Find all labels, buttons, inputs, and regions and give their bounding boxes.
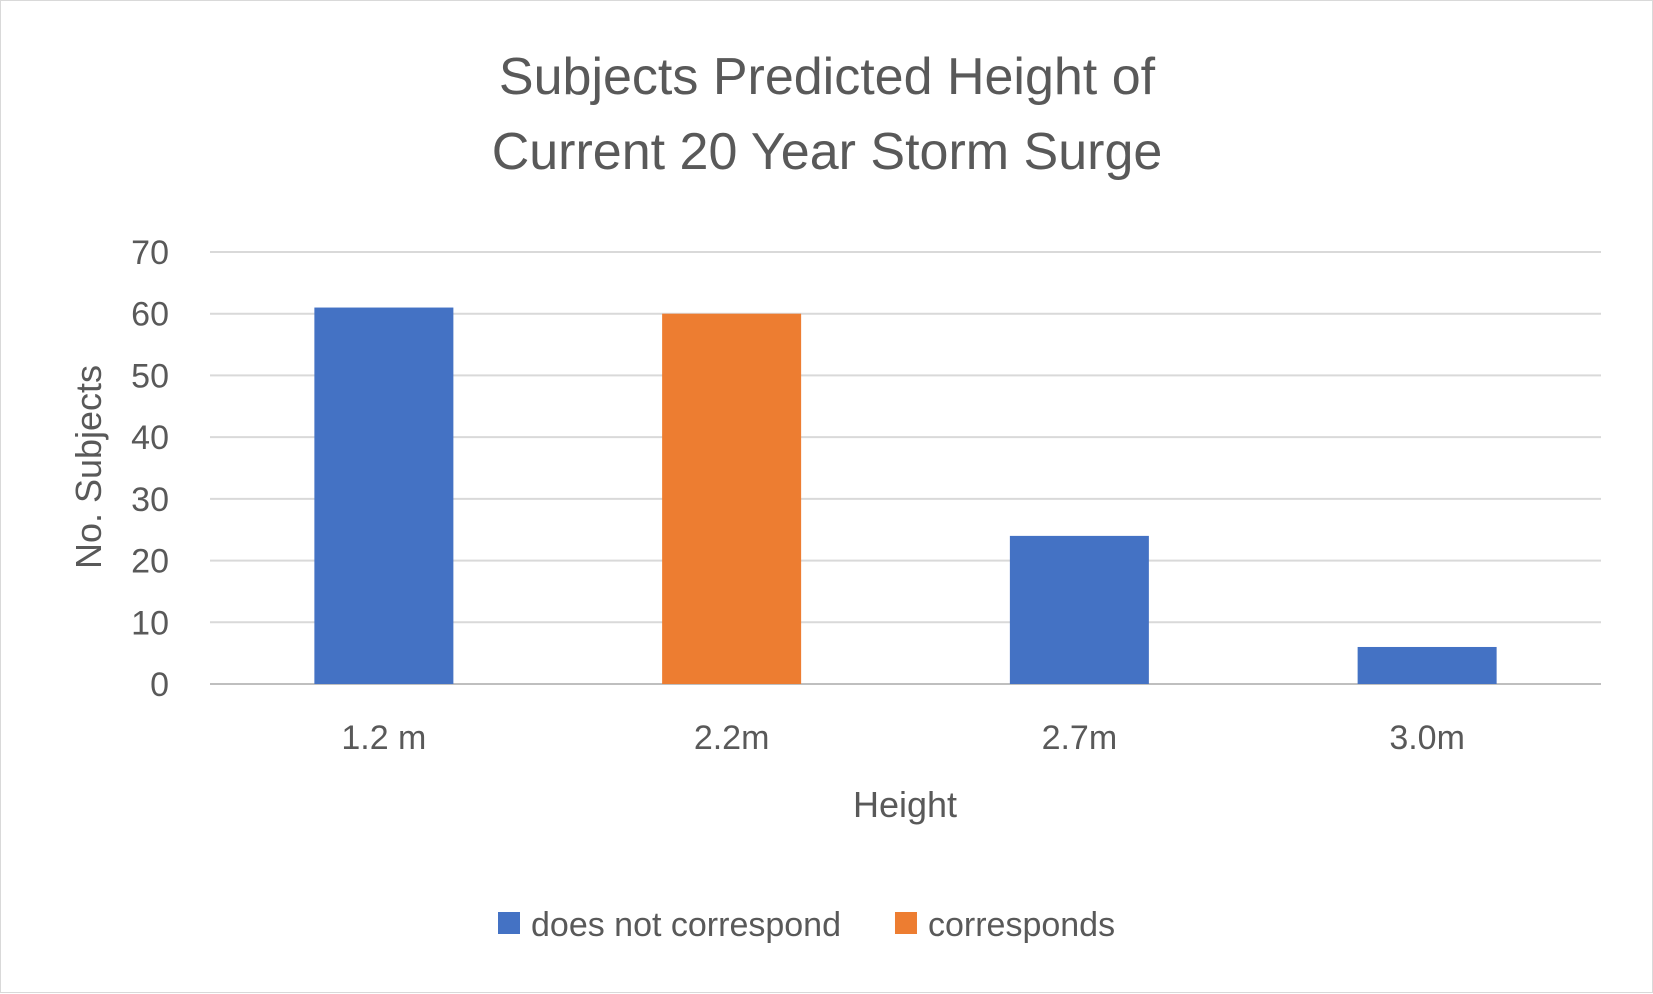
x-tick-label: 2.2m (694, 719, 770, 757)
chart-title-line-2: Current 20 Year Storm Surge (492, 123, 1163, 181)
bar-3-0m (1357, 646, 1497, 684)
y-axis-title: No. Subjects (68, 365, 109, 569)
legend-label: does not correspond (531, 906, 841, 944)
x-tick-label: 2.7m (1042, 719, 1118, 757)
legend: does not correspond corresponds (498, 906, 1115, 944)
bar-1-2m (314, 307, 454, 684)
legend-swatch (894, 912, 917, 934)
x-axis-ticks: 1.2 m 2.2m 2.7m 3.0m (341, 719, 1465, 757)
legend-label: corresponds (928, 906, 1115, 944)
x-axis-title: Height (853, 784, 957, 825)
y-tick-label: 30 (131, 481, 169, 519)
y-tick-label: 70 (131, 234, 169, 272)
y-tick-label: 20 (131, 543, 169, 581)
y-tick-label: 60 (131, 296, 169, 334)
x-tick-label: 3.0m (1389, 719, 1465, 757)
bars (314, 307, 1497, 684)
chart-title-line-1: Subjects Predicted Height of (499, 48, 1156, 106)
y-tick-label: 40 (131, 419, 169, 457)
legend-swatch (498, 912, 520, 934)
y-axis-ticks: 0 10 20 30 40 50 60 70 (131, 234, 169, 704)
y-tick-label: 0 (150, 666, 169, 704)
bar-2-2m (662, 313, 802, 684)
bar-2-7m (1009, 535, 1149, 684)
y-tick-label: 10 (131, 604, 169, 642)
y-tick-label: 50 (131, 357, 169, 395)
x-tick-label: 1.2 m (341, 719, 426, 757)
